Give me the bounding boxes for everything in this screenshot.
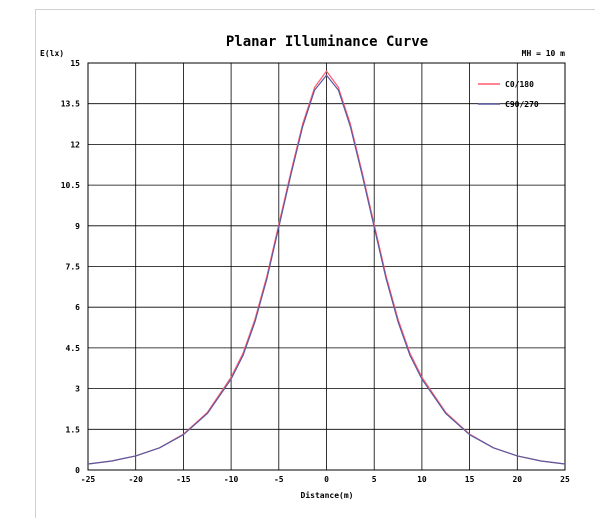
legend-entry: C90/270	[505, 100, 539, 109]
legend-entry: C0/180	[505, 80, 534, 89]
x-tick-label: -15	[176, 475, 191, 484]
grid-lines	[87, 62, 566, 471]
x-tick-label: 0	[324, 475, 329, 484]
chart-frame	[35, 9, 595, 518]
x-tick-label: -10	[224, 475, 239, 484]
y-tick-label: 7.5	[66, 263, 81, 272]
tick-labels: -25 -20 -15 -10 -5 0 5 10 15 20 25 0 1.5 3 4.5 6 7.5 9 10.…	[61, 59, 570, 484]
y-tick-label: 3	[75, 385, 80, 394]
x-tick-label: 15	[465, 475, 475, 484]
series-line-c0-180	[87, 70, 566, 465]
x-tick-label: 10	[417, 475, 427, 484]
y-axis-label: E(lx)	[40, 49, 64, 58]
y-tick-label: 10.5	[61, 181, 80, 190]
chart-title: Planar Illuminance Curve	[226, 34, 428, 50]
y-tick-label: 4.5	[66, 344, 81, 353]
y-tick-label: 0	[75, 466, 80, 475]
x-tick-label: 20	[512, 475, 522, 484]
mounting-height-annotation: MH = 10 m	[522, 49, 566, 58]
y-tick-label: 9	[75, 222, 80, 231]
x-tick-label: 25	[560, 475, 570, 484]
x-tick-label: -20	[128, 475, 143, 484]
y-tick-label: 12	[70, 140, 80, 149]
x-tick-label: -25	[81, 475, 96, 484]
y-tick-label: 6	[75, 303, 80, 312]
x-tick-label: -5	[274, 475, 284, 484]
y-tick-label: 13.5	[61, 100, 80, 109]
x-axis-label: Distance(m)	[301, 490, 354, 500]
legend: C0/180 C90/270	[478, 80, 539, 109]
y-tick-label: 1.5	[66, 425, 81, 434]
series-line-c90-270	[87, 74, 566, 465]
x-tick-label: 5	[372, 475, 377, 484]
y-tick-label: 15	[70, 59, 80, 68]
series-lines	[87, 70, 566, 465]
